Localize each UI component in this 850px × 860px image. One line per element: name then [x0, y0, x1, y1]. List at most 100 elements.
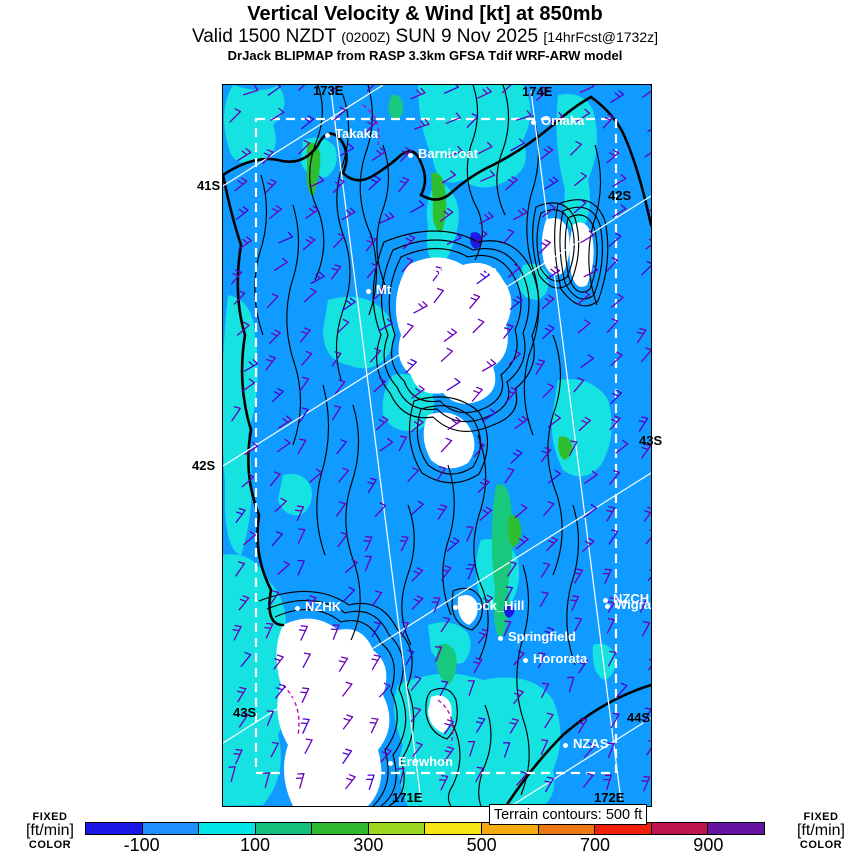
wind-barb: [273, 654, 284, 670]
wind-barb: [270, 107, 285, 121]
colorbar-tick: 700: [579, 835, 611, 855]
wind-barb: [540, 562, 551, 578]
colorbar-tick: 500: [466, 835, 497, 855]
wind-barb: [345, 558, 358, 573]
wind-barb: [582, 537, 595, 552]
wind-barb: [302, 652, 311, 668]
wind-barb: [439, 680, 449, 697]
wind-barb: [479, 506, 493, 521]
colorbar-segment: [367, 822, 426, 835]
model-line: DrJack BLIPMAP from RASP 3.3km GFSA Tdif…: [227, 48, 623, 63]
wind-barb: [477, 628, 489, 644]
forecast-tag: [14hrFcst@1732z]: [543, 29, 659, 45]
wind-barb: [375, 416, 389, 431]
wind-barb: [608, 232, 622, 247]
wind-barbs-layer: [228, 85, 651, 793]
wind-barb: [231, 406, 241, 422]
wind-barb: [333, 106, 347, 121]
wind-barb: [514, 504, 528, 519]
wind-barb: [441, 170, 457, 184]
wind-barb: [405, 649, 415, 666]
wind-barb: [369, 717, 379, 734]
wind-barb: [341, 207, 356, 221]
wind-barb: [569, 440, 578, 456]
wind-barb: [372, 590, 383, 606]
wind-barb: [264, 178, 277, 194]
wind-barb: [609, 469, 620, 485]
wind-barb: [309, 175, 325, 188]
wind-barb: [638, 597, 648, 613]
wind-barb: [467, 740, 476, 757]
wind-barb: [641, 776, 651, 792]
wind-barb: [302, 236, 316, 251]
wind-barb: [305, 595, 317, 611]
wind-barb: [369, 347, 382, 363]
wind-barb: [501, 85, 512, 94]
wind-barb: [573, 377, 585, 393]
wind-barb: [413, 118, 430, 130]
wind-barb: [577, 319, 591, 334]
wind-barb: [405, 358, 418, 374]
wind-barb: [443, 719, 454, 735]
wind-barb: [610, 389, 623, 405]
wind-barb: [267, 85, 282, 96]
wind-barb: [642, 85, 651, 98]
wind-barb: [402, 323, 414, 339]
wind-barb: [330, 624, 340, 640]
wind-barb: [542, 324, 555, 339]
page-title: Vertical Velocity & Wind [kt] at 850mb: [247, 3, 603, 25]
wind-barb: [297, 528, 306, 544]
wind-barb: [399, 535, 409, 552]
wind-barb: [481, 408, 496, 422]
wind-barb: [540, 145, 554, 160]
wind-barb: [235, 507, 246, 524]
wind-barb: [342, 714, 354, 730]
wind-barb: [379, 438, 394, 452]
wind-barb: [337, 318, 350, 334]
wind-barb: [264, 622, 274, 639]
wind-barb: [400, 147, 412, 162]
wind-barb: [646, 740, 651, 756]
wind-barb: [567, 676, 575, 693]
wind-barb: [475, 766, 484, 783]
wind-barb: [440, 347, 454, 362]
wind-barb: [364, 555, 372, 572]
wind-barb: [298, 139, 311, 155]
wind-barb: [398, 176, 410, 192]
wind-barb: [374, 502, 387, 518]
wind-barb: [274, 497, 287, 513]
graticule-label: 42S: [192, 458, 216, 473]
wind-barb: [342, 748, 353, 764]
wind-barb: [365, 118, 378, 134]
wind-barb: [540, 739, 549, 755]
wind-barb: [337, 531, 348, 548]
wind-barb: [508, 350, 521, 365]
wind-barb: [443, 328, 458, 342]
wind-barb: [237, 147, 252, 162]
wind-barb: [269, 329, 281, 344]
wind-barb: [570, 141, 583, 156]
wind-barb: [333, 233, 345, 248]
wind-barb: [578, 416, 592, 432]
domain-box: [254, 117, 618, 775]
color-label: COLOR: [28, 839, 72, 851]
wind-barb: [502, 742, 511, 758]
wind-barb: [243, 359, 259, 372]
wind-barb: [645, 529, 651, 545]
wind-barb: [608, 650, 617, 667]
wind-barb: [502, 229, 515, 244]
map-canvas: [223, 85, 651, 806]
wind-barb: [440, 437, 453, 453]
wind-barb: [542, 203, 556, 218]
wind-barb: [372, 147, 386, 161]
wind-barb: [547, 413, 562, 428]
colorbar-segment: [707, 822, 765, 835]
wind-barb: [509, 718, 519, 734]
wind-barb: [433, 287, 444, 304]
wind-barb: [648, 209, 651, 213]
wind-barb: [310, 271, 325, 285]
wind-barb: [608, 529, 619, 545]
wind-barb: [278, 415, 293, 429]
wind-barb: [294, 505, 305, 522]
wind-barb: [298, 85, 306, 91]
